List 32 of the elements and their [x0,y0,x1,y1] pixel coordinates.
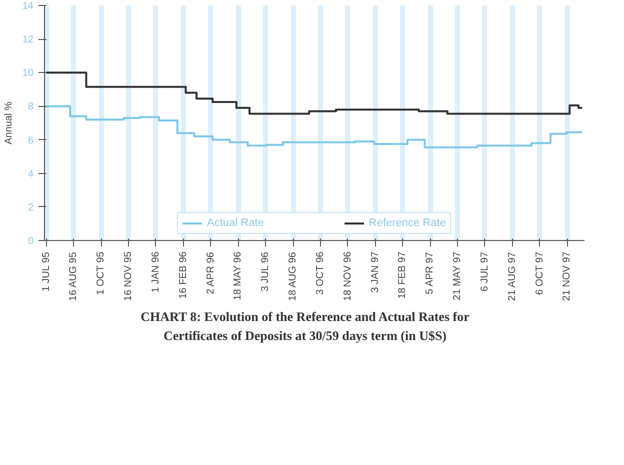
y-tick-label: 0 [28,236,34,247]
x-tick-label: 16 NOV 95 [123,251,134,301]
x-tick-label: 6 OCT 97 [534,251,546,295]
x-tick-label: 16 AUG 95 [68,252,80,301]
x-tick-label: 21 AUG 97 [506,252,518,301]
y-axis-title: Annual % [3,101,14,144]
y-tick-label: 4 [28,168,34,180]
x-tick-label: 18 NOV 96 [342,251,354,301]
y-tick-label: 2 [28,202,34,214]
legend-label: Reference Rate [368,217,446,229]
y-tick-label: 10 [22,68,34,80]
x-tick-label: 2 APR 96 [205,252,216,294]
x-tick-label: 3 JAN 97 [370,251,381,293]
x-tick-label: 1 JAN 96 [150,251,162,293]
x-tick-label: 1 JUL 95 [40,251,52,292]
x-tick-label: 3 OCT 96 [314,251,326,295]
y-tick-label: 14 [22,1,34,12]
legend-label: Actual Rate [207,217,264,229]
y-tick-label: 6 [28,135,34,146]
x-tick-label: 18 AUG 96 [288,252,299,301]
y-tick-label: 8 [28,102,34,113]
text: CHART 8: Evolution of the Reference and Actual Rates for Certificates of Deposits at 30/59 days term (in U$S) [140,308,470,345]
x-tick-label: 1 OCT 95 [96,251,107,295]
x-tick-label: 21 NOV 97 [562,251,573,301]
x-tick-label: 21 MAY 97 [452,251,464,300]
x-tick-label: 18 MAY 96 [232,251,244,300]
y-tick-label: 12 [22,34,34,46]
x-tick-label: 18 FEB 97 [397,251,408,299]
x-tick-label: 5 APR 97 [424,252,436,294]
x-tick-label: 6 JUL 97 [479,251,490,292]
x-tick-label: 3 JUL 96 [260,251,272,292]
x-tick-label: 16 FEB 96 [178,251,189,299]
